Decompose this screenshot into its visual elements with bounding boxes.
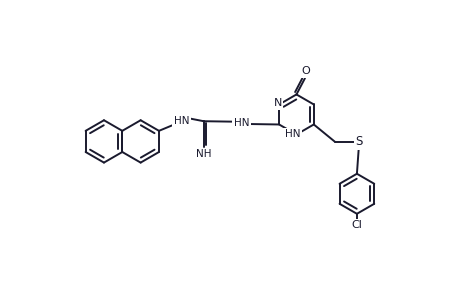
Text: N: N	[274, 98, 282, 108]
Text: NH: NH	[196, 149, 212, 159]
Text: HN: HN	[173, 116, 189, 126]
Text: HN: HN	[234, 118, 249, 128]
Text: S: S	[355, 135, 362, 148]
Text: Cl: Cl	[352, 220, 362, 230]
Text: HN: HN	[285, 130, 300, 139]
Text: O: O	[302, 66, 310, 76]
